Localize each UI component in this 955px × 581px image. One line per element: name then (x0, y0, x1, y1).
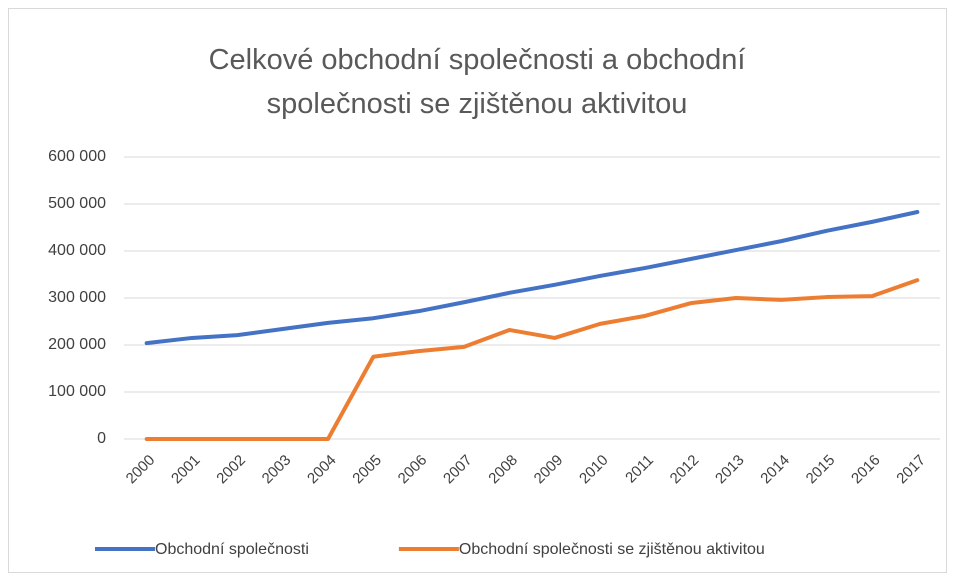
chart-title: Celkové obchodní společnosti a obchodní … (208, 44, 746, 120)
y-tick-label: 300 000 (48, 289, 106, 306)
y-tick-label: 200 000 (48, 336, 106, 353)
line-series (144, 209, 920, 346)
y-tick-label: 400 000 (48, 242, 106, 259)
y-tick-label: 600 000 (48, 148, 106, 165)
legend-label: Obchodní společnosti (155, 541, 309, 558)
line-series (144, 278, 920, 441)
y-tick-label: 100 000 (48, 383, 106, 400)
y-tick-label: 0 (97, 430, 106, 447)
legend-label: Obchodní společnosti se zjištěnou aktivi… (459, 541, 765, 558)
chart-frame (8, 8, 947, 573)
y-tick-label: 500 000 (48, 195, 106, 212)
